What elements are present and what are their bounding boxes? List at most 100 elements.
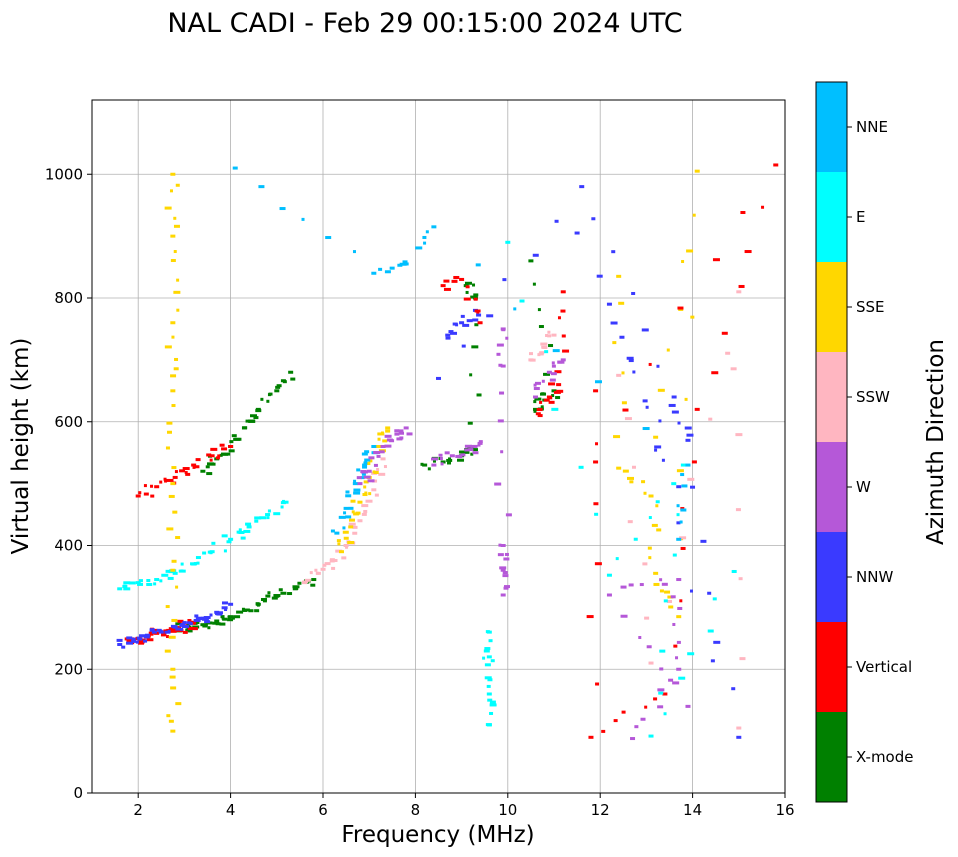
data-point <box>658 419 662 423</box>
data-point <box>383 465 387 469</box>
data-point <box>363 509 368 513</box>
data-point <box>165 635 169 639</box>
data-point <box>500 364 506 368</box>
data-point <box>540 405 544 409</box>
data-point <box>738 284 745 288</box>
data-point <box>220 615 225 619</box>
data-point <box>677 606 683 610</box>
data-point <box>283 500 289 504</box>
data-point <box>680 546 686 550</box>
data-point <box>215 456 220 460</box>
data-point <box>210 447 218 451</box>
data-point <box>676 504 680 508</box>
data-point <box>451 279 458 283</box>
data-point <box>377 437 381 441</box>
data-point <box>348 506 354 510</box>
data-point <box>579 185 585 189</box>
data-point <box>341 556 347 560</box>
data-point <box>422 463 428 467</box>
x-axis-ticks: 2 4 6 8 10 12 14 16 <box>133 793 795 819</box>
data-point <box>551 361 555 365</box>
data-point <box>712 597 717 601</box>
data-point <box>547 330 551 334</box>
data-point <box>496 343 504 347</box>
data-point <box>486 314 494 318</box>
data-point <box>212 621 219 625</box>
data-point <box>440 460 446 464</box>
data-point <box>533 383 537 387</box>
data-point <box>336 539 341 543</box>
data-point <box>680 508 687 512</box>
data-point <box>180 569 184 573</box>
data-point <box>533 409 537 413</box>
data-point <box>159 480 163 484</box>
data-point <box>497 419 504 423</box>
data-point <box>450 331 458 335</box>
data-point <box>207 550 213 554</box>
data-point <box>139 634 146 638</box>
data-point <box>533 407 539 411</box>
data-point <box>143 639 148 643</box>
data-point <box>367 479 375 483</box>
data-point <box>606 593 612 597</box>
data-point <box>377 432 385 436</box>
data-point <box>191 562 197 566</box>
data-point <box>673 644 678 648</box>
data-point <box>648 556 652 560</box>
data-point <box>461 344 466 348</box>
data-point <box>594 562 602 566</box>
data-point <box>135 581 141 585</box>
data-point <box>154 578 160 582</box>
data-point <box>657 705 664 709</box>
data-point <box>499 391 505 395</box>
data-point <box>331 566 336 570</box>
data-point <box>325 236 332 240</box>
data-point <box>221 606 228 610</box>
data-point <box>473 293 479 297</box>
data-point <box>613 435 621 439</box>
data-point <box>440 284 446 288</box>
data-point <box>422 235 427 239</box>
data-point <box>630 737 636 741</box>
data-point <box>382 439 388 443</box>
data-point <box>163 477 167 481</box>
data-point <box>477 443 481 447</box>
data-point <box>301 217 305 221</box>
data-point <box>348 518 355 522</box>
data-point <box>128 581 136 585</box>
colorbar-label: Azimuth Direction <box>923 339 949 545</box>
data-point <box>138 491 142 495</box>
data-point <box>502 574 509 578</box>
data-point <box>187 619 192 623</box>
data-point <box>196 621 200 625</box>
data-point <box>489 711 494 715</box>
data-point <box>547 334 552 338</box>
data-point <box>436 376 441 380</box>
data-point <box>554 370 562 374</box>
data-point <box>536 408 543 412</box>
data-point <box>146 582 153 586</box>
data-point <box>166 478 174 482</box>
data-point <box>659 649 666 653</box>
data-point <box>287 592 293 596</box>
data-point <box>362 465 368 469</box>
data-point <box>472 318 479 322</box>
data-point <box>356 468 361 472</box>
data-point <box>500 327 506 331</box>
data-point <box>679 599 683 603</box>
x-tick-label: 6 <box>318 801 328 819</box>
data-point <box>406 432 413 436</box>
colorbar-tick-label: NNW <box>856 568 893 586</box>
data-point <box>348 525 354 529</box>
data-point <box>628 359 634 363</box>
data-point <box>744 250 752 254</box>
data-point <box>505 240 511 244</box>
data-point <box>519 299 525 303</box>
data-point <box>186 621 192 625</box>
data-point <box>353 479 357 483</box>
data-point <box>613 719 618 723</box>
data-point <box>202 551 207 555</box>
data-point <box>376 454 381 458</box>
data-point <box>297 581 302 585</box>
data-point <box>686 433 694 437</box>
